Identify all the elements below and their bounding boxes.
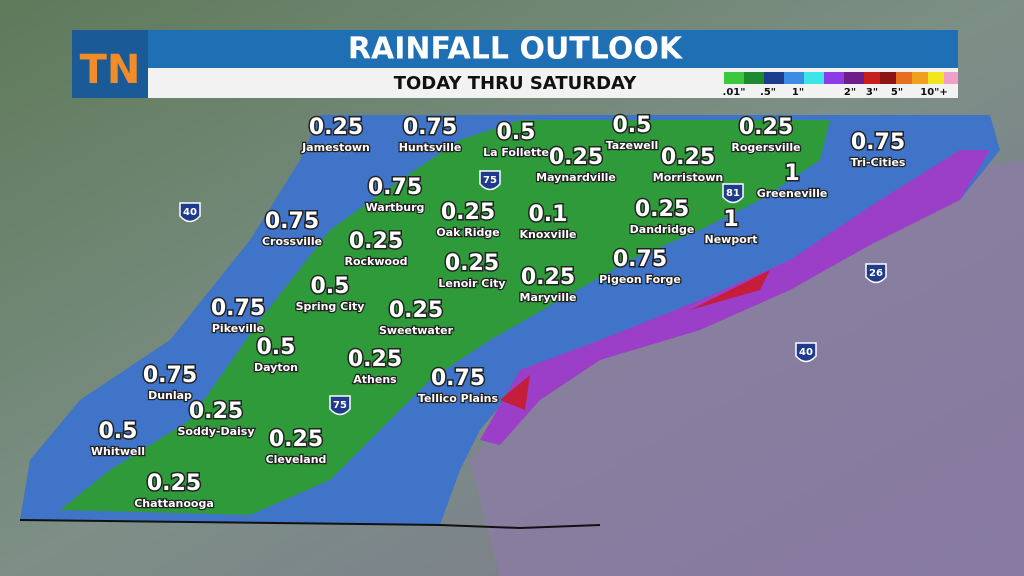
city-name: Dayton [254,361,298,374]
legend-label: 10"+ [920,87,948,98]
interstate-shield [329,395,351,416]
logo-box [72,30,148,98]
city-name: Newport [705,233,758,246]
title: RAINFALL OUTLOOK [348,32,684,67]
rainfall-amount: 0.75 [143,363,197,388]
rainfall-amount: 0.5 [99,419,138,444]
city-name: Huntsville [399,141,462,154]
rainfall-amount: 0.25 [549,145,603,170]
city-name: Lenoir City [438,277,505,290]
city-name: Knoxville [520,228,577,241]
rainfall-amount: 0.1 [529,202,568,227]
rain-purple [480,150,990,445]
city-name: Chattanooga [134,497,214,510]
rainfall-amount: 0.5 [497,120,536,145]
city-name: Tri-Cities [851,156,906,169]
city-name: Jamestown [301,141,370,154]
rainfall-amount: 0.25 [348,347,402,372]
city-name: Sweetwater [379,324,454,337]
rainfall-amount: 0.75 [368,175,422,200]
legend-labels: .01" .5" 1" 2" 3" 5" 10"+ [723,87,948,98]
city-name: Pikeville [212,322,264,335]
city-name: Tellico Plains [418,392,499,405]
city-name: Dunlap [148,389,192,402]
city-name: Pigeon Forge [599,273,681,286]
rainfall-amount: 0.25 [739,115,793,140]
city-name: Tazewell [606,139,659,152]
legend-label: 2" [844,87,856,98]
interstate-number: 75 [333,400,347,411]
rainfall-amount: 0.25 [445,251,499,276]
logo: TN [80,47,141,93]
city-name: Maryville [520,291,577,304]
legend-label: 1" [792,87,804,98]
rainfall-amount: 0.25 [269,427,323,452]
city-name: Dandridge [630,223,695,236]
rainfall-amount: 1 [784,161,799,186]
city-name: Morristown [653,171,723,184]
rainfall-amount: 0.5 [257,335,296,360]
rainfall-amount: 0.5 [613,113,652,138]
rainfall-amount: 0.25 [189,399,243,424]
city-name: Spring City [296,300,365,313]
city-name: Soddy-Daisy [177,425,254,438]
rainfall-amount: 0.25 [147,471,201,496]
city-name: Athens [353,373,397,386]
interstate-shield [865,263,887,284]
rainfall-amount: 0.75 [211,296,265,321]
city-name: Crossville [262,235,322,248]
city-name: Rogersville [731,141,800,154]
interstate-number: 75 [483,175,497,186]
interstate-shield [795,342,817,363]
rainfall-amount: 0.75 [265,209,319,234]
rainfall-amount: 1 [723,207,738,232]
interstate-shield [179,202,201,223]
interstates: 40 75 81 26 40 75 [179,170,887,416]
city-name: Greeneville [757,187,828,200]
rain-red [500,375,530,410]
city-name: Cleveland [266,453,327,466]
rainfall-amount: 0.75 [431,366,485,391]
city-name: La Follette [483,146,549,159]
interstate-shield [722,183,744,204]
rainfall-amount: 0.5 [311,274,350,299]
rainfall-amount: 0.25 [635,197,689,222]
rainfall-amount: 0.25 [389,298,443,323]
legend-scale [724,72,958,84]
legend-label: .01" [723,87,746,98]
city-name: Wartburg [366,201,425,214]
interstate-number: 81 [726,188,740,199]
rainfall-amount: 0.25 [521,265,575,290]
rainfall-amount: 0.25 [349,229,403,254]
rainfall-amount: 0.25 [441,200,495,225]
city-name: Rockwood [344,255,407,268]
legend-label: 5" [891,87,903,98]
interstate-number: 40 [799,347,813,358]
rainfall-amount: 0.25 [309,115,363,140]
rain-green [60,120,830,515]
legend-label: .5" [760,87,776,98]
subtitle: TODAY THRU SATURDAY [394,73,638,94]
interstate-number: 26 [869,268,883,279]
state-border [19,519,601,530]
rainfall-amount: 0.75 [403,115,457,140]
rainfall-amount: 0.25 [661,145,715,170]
city-name: Maynardville [536,171,616,184]
city-name: Whitwell [91,445,145,458]
rainfall-amount: 0.75 [613,247,667,272]
rainfall-amount: 0.75 [851,130,905,155]
rain-red [690,270,770,310]
interstate-number: 40 [183,207,197,218]
interstate-shield [479,170,501,191]
city-name: Oak Ridge [436,226,499,239]
legend-label: 3" [866,87,878,98]
